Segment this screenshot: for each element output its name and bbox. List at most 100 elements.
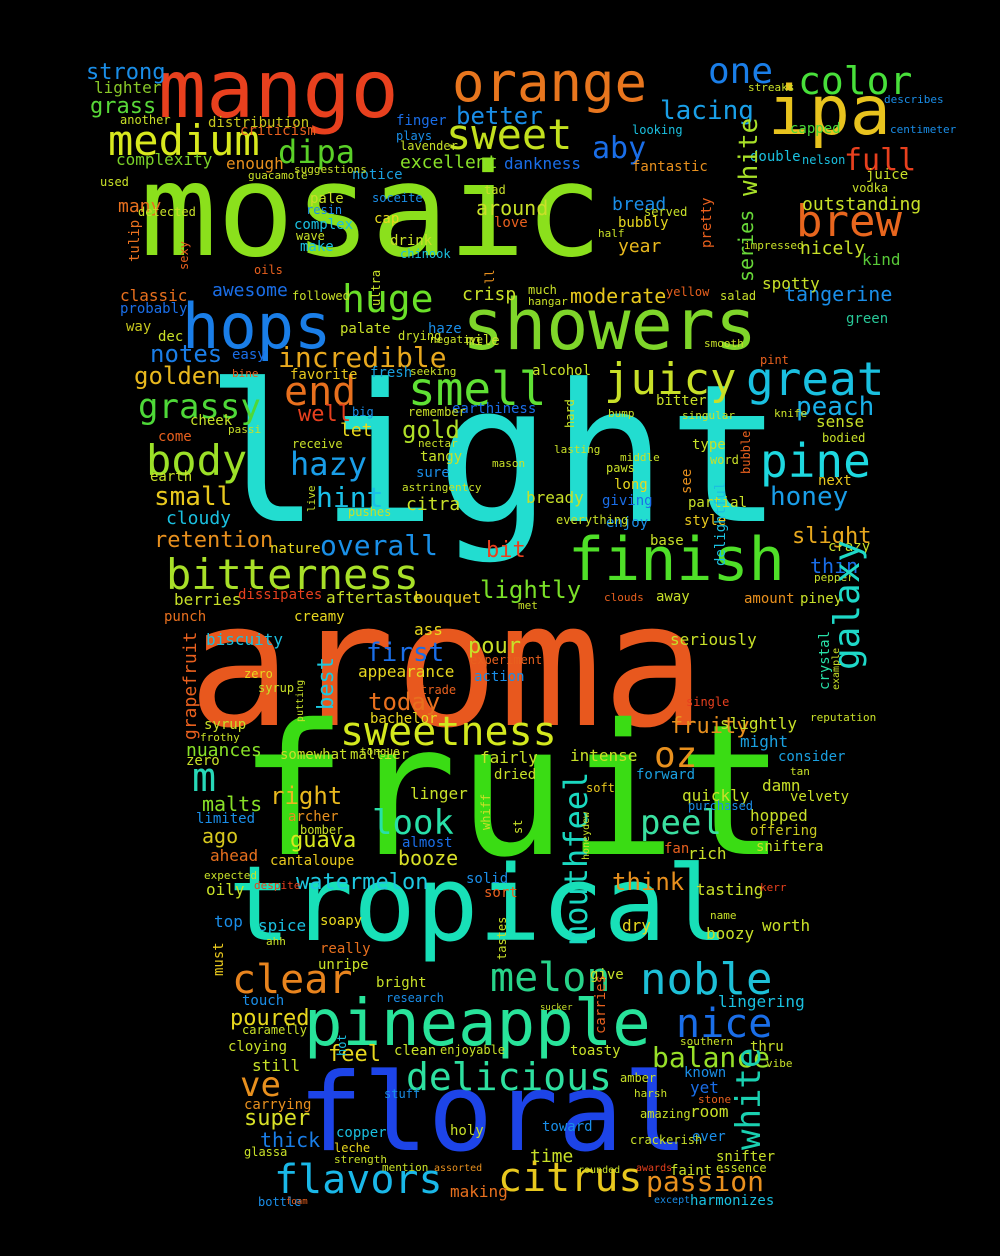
word-crackerish: honeydew <box>581 811 592 860</box>
word-alcohol: alcohol <box>532 363 592 379</box>
word-ied: served <box>644 205 688 219</box>
word-nicely: nicely <box>800 238 866 259</box>
word-bright: bright <box>376 975 427 991</box>
word-intense: intense <box>570 746 638 765</box>
word-frothy: experiment <box>470 653 543 667</box>
word-mosaic: mosaic <box>140 137 603 286</box>
word-lacing: lacing <box>660 96 754 126</box>
word-many: many <box>118 196 162 217</box>
word-juice: juice <box>866 167 909 183</box>
word-orange: orange <box>452 51 648 114</box>
word-crisp: crisp <box>462 284 517 305</box>
word-demonstrate: rounded <box>578 1165 621 1176</box>
word-cap: cap <box>374 211 400 227</box>
word-instantaneously: tongue <box>360 745 400 758</box>
word-citra: citra <box>406 494 461 515</box>
word-somewhat: somewhat <box>280 747 348 763</box>
word-although: except <box>654 1195 691 1206</box>
word-probably: probably <box>120 301 188 317</box>
word-top: top <box>214 912 243 931</box>
word-stuff: stuff <box>384 1087 421 1101</box>
word-cheek: must <box>211 942 227 976</box>
word-snifter: snifter <box>716 1149 776 1165</box>
word-centimeter: bump <box>608 407 635 420</box>
word-well: well <box>298 402 351 427</box>
word-known: known <box>684 1065 727 1081</box>
word-trade: met <box>518 599 538 612</box>
word-ve: ve <box>240 1065 281 1105</box>
word-harmonizes: harmonizes <box>690 1193 775 1209</box>
word-bubble: single <box>686 695 730 709</box>
word-oz: oz <box>654 735 698 776</box>
word-word: bubble <box>739 430 753 474</box>
word-pale: cloudy <box>166 508 232 529</box>
word-full: full <box>844 143 917 178</box>
word-nina: passi <box>228 423 262 436</box>
word-ale: purchased <box>688 799 754 813</box>
word-pushes: nectar <box>418 437 458 450</box>
word-think: think <box>612 868 685 896</box>
word-tangy: tangy <box>420 449 463 465</box>
word-sweet: sweet <box>446 110 573 159</box>
word-end: end <box>284 369 357 415</box>
word-gold: gold <box>402 416 460 444</box>
word-half: impressed <box>744 239 804 252</box>
word-balance: balance <box>652 1041 771 1074</box>
word-lighter: lighter <box>94 78 162 97</box>
word-punch: punch <box>164 609 207 625</box>
word-including: knife <box>774 407 808 420</box>
word-remember: seeking <box>410 365 457 378</box>
word-favorite: favorite <box>290 367 358 383</box>
word-see: spotty <box>762 274 820 293</box>
word-dry: dry <box>622 916 651 935</box>
word-example: name <box>710 909 737 922</box>
word-passion: passion <box>646 1165 765 1198</box>
word-negative: followed <box>292 289 350 303</box>
word-crystal: crystal <box>817 630 833 690</box>
word-carrying: carrying <box>244 1097 312 1113</box>
word-really: really <box>320 941 371 957</box>
word-touch: touch <box>242 993 285 1009</box>
word-ll: detected <box>138 205 196 219</box>
word-bready: bready <box>526 488 584 507</box>
word-style: style <box>684 513 727 529</box>
word-detected: suggestions <box>294 163 367 176</box>
word-fruit: fruit <box>238 685 786 897</box>
word-classic: classic <box>120 286 188 305</box>
word-type: delightful <box>713 481 729 566</box>
word-action: action <box>474 669 525 685</box>
word-lingering: lingering <box>718 992 805 1011</box>
word-looking: lavender <box>400 139 458 153</box>
word-caramelly: caramelly <box>242 1023 308 1037</box>
word-glowing: pint <box>760 353 789 367</box>
word-juicy: juicy <box>604 354 737 405</box>
word-excellent: excellent <box>400 152 498 173</box>
word-biscuity: biscuity <box>206 630 284 649</box>
word-melon: melon <box>490 955 611 1001</box>
word-one: one <box>708 51 774 92</box>
word-still: still <box>252 1056 301 1075</box>
word-lightly: lightly <box>480 576 582 604</box>
word-white: white <box>734 117 764 196</box>
word-ago: ago <box>202 824 239 848</box>
word-chinook: resin <box>306 203 343 217</box>
word-best: best <box>314 657 339 710</box>
word-thick: thick <box>260 1128 321 1152</box>
word-around: around <box>476 196 549 220</box>
word-hops: hops <box>182 290 332 363</box>
word-met: everything <box>556 513 629 527</box>
word-let: let <box>340 420 373 441</box>
word-nice: nice <box>676 1001 773 1047</box>
word-paws: sense <box>816 412 865 431</box>
word-criticism: criticism <box>240 123 316 139</box>
word-bodied: next <box>818 473 852 489</box>
word-small: small <box>154 482 233 512</box>
word-clouds: pushes <box>348 505 392 519</box>
word-making: making <box>450 1182 508 1201</box>
word-mango: mango <box>158 43 399 136</box>
word-complex: complex <box>294 217 354 233</box>
word-sort: sort <box>484 885 518 901</box>
word-reputation: kerr <box>760 881 787 894</box>
word-tad: wave <box>296 229 325 243</box>
word-bread: bread <box>612 194 667 215</box>
